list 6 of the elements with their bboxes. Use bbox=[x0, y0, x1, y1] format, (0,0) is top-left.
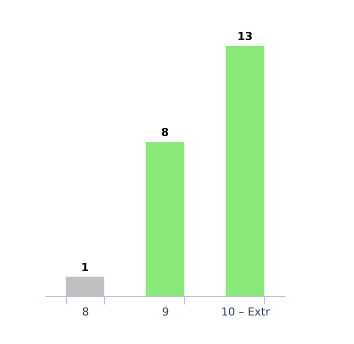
x-tick-label: 8 bbox=[82, 306, 89, 318]
data-label: 1 bbox=[81, 260, 89, 274]
x-tick-label: 9 bbox=[162, 306, 169, 318]
x-tick-label: 10 – Extr bbox=[221, 306, 270, 318]
data-label: 13 bbox=[237, 30, 253, 43]
data-label: 8 bbox=[161, 126, 169, 140]
